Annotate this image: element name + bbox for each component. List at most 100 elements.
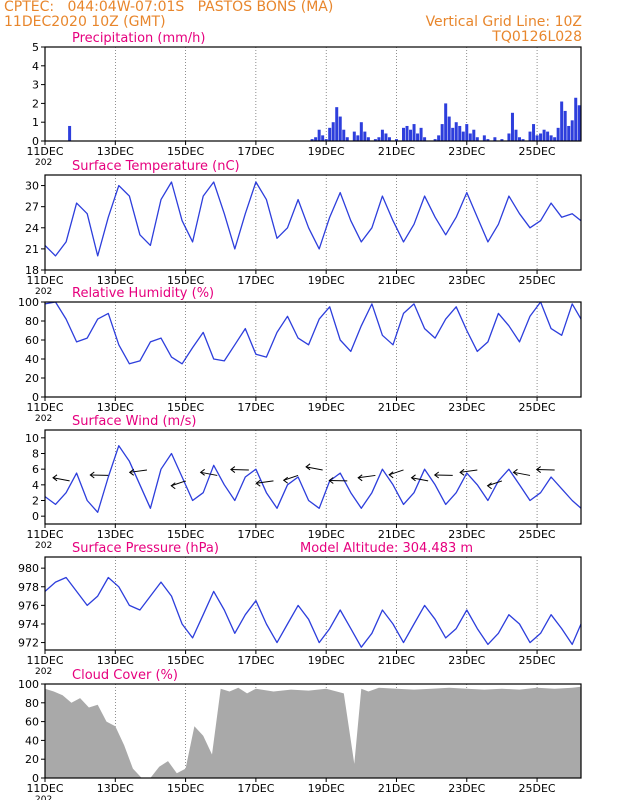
precip-bar: [384, 133, 388, 141]
wind-arrow-head: [128, 468, 135, 476]
precip-bar: [68, 125, 72, 141]
x-year-label: 202: [35, 158, 52, 168]
precip-bar: [514, 129, 518, 141]
precip-bar: [468, 133, 472, 141]
precip-bar: [338, 116, 342, 141]
y-tick-label: 3: [32, 79, 39, 92]
precip-bar: [433, 139, 437, 141]
precipitation-frame: [44, 46, 582, 142]
precip-bar: [451, 127, 455, 141]
precip-bar: [409, 129, 413, 141]
wind-panel: 0 2 4 6 8 10 11DEC 13DEC 15DEC 17DEC 19DEC 21DEC 23D…: [25, 414, 582, 551]
y-tick-label: 978: [18, 581, 39, 594]
precip-bar: [528, 131, 532, 141]
precip-bar: [542, 129, 546, 141]
x-tick-label: 19DEC: [308, 654, 345, 667]
precip-bar: [563, 110, 567, 141]
y-tick-label: 0: [32, 135, 39, 148]
precipitation-data: [68, 97, 581, 141]
cloud-area: [45, 686, 581, 778]
y-tick-label: 976: [18, 599, 39, 612]
x-tick-label: 17DEC: [237, 401, 274, 414]
x-tick-label: 17DEC: [237, 782, 274, 795]
cloud_cover-data: [45, 686, 581, 778]
y-tick-label: 0: [32, 772, 39, 785]
x-tick-label: 23DEC: [448, 401, 485, 414]
precip-bar: [567, 125, 571, 141]
precip-bar: [380, 129, 384, 141]
precip-bar: [458, 125, 462, 141]
wind-arrow: [283, 474, 299, 481]
y-tick-label: 60: [25, 334, 39, 347]
precip-bar: [402, 127, 406, 141]
wind-arrow: [513, 471, 531, 476]
wind-arrow-head: [230, 466, 236, 473]
cloud_cover-panel: 0 20 40 60 80 100 11DEC 13DEC 15DEC 17DEC 19DEC 21D…: [18, 668, 582, 800]
x-tick-label: 21DEC: [378, 528, 415, 541]
wind-arrow: [200, 471, 218, 476]
y-tick-label: 6: [32, 463, 39, 476]
x-tick-label: 11DEC: [26, 401, 63, 414]
x-tick-label: 25DEC: [519, 782, 556, 795]
wind-arrow: [129, 469, 147, 473]
y-tick-label: 10: [25, 432, 39, 445]
x-tick-label: 21DEC: [378, 274, 415, 287]
precip-bar: [447, 116, 451, 141]
x-tick-label: 17DEC: [237, 654, 274, 667]
precip-bar: [486, 139, 490, 141]
wind-arrow: [305, 466, 323, 471]
wind-arrow-head: [410, 474, 416, 482]
pressure-frame: [44, 556, 582, 651]
x-tick-label: 23DEC: [448, 528, 485, 541]
temperature-frame: [44, 174, 582, 271]
x-tick-label: 13DEC: [97, 654, 134, 667]
humidity-title: Relative Humidity (%): [72, 286, 214, 301]
precip-bar: [521, 139, 525, 141]
pressure-data: [45, 576, 581, 648]
wind-arrow-head: [52, 474, 58, 482]
wind-line: [45, 445, 581, 513]
precipitation-panel: 0 1 2 3 4 5 11DEC 13DEC 15DEC 17DEC 19DEC 21DEC 23DE…: [26, 31, 582, 168]
x-tick-label: 11DEC: [26, 654, 63, 667]
precip-bar: [532, 124, 536, 141]
pressure-panel: 972 974 976 978 980 11DEC 13DEC 15DEC 17DEC 19DEC…: [18, 541, 582, 677]
y-tick-label: 20: [25, 753, 39, 766]
y-tick-label: 4: [32, 479, 39, 492]
temperature-line: [45, 181, 581, 257]
x-year-label: 202: [35, 541, 52, 551]
x-tick-label: 25DEC: [519, 145, 556, 158]
x-tick-label: 15DEC: [167, 528, 204, 541]
x-tick-label: 23DEC: [448, 145, 485, 158]
x-tick-label: 13DEC: [97, 145, 134, 158]
cloud_cover-frame: [44, 683, 582, 779]
x-tick-label: 13DEC: [97, 274, 134, 287]
precip-bar: [363, 131, 367, 141]
x-tick-label: 23DEC: [448, 274, 485, 287]
x-tick-label: 21DEC: [378, 401, 415, 414]
y-tick-label: 27: [25, 201, 39, 214]
x-tick-label: 15DEC: [167, 274, 204, 287]
wind-data: [45, 445, 581, 513]
precip-bar: [405, 125, 409, 141]
x-tick-label: 17DEC: [237, 528, 274, 541]
pressure-title: Surface Pressure (hPa): [72, 541, 219, 556]
y-tick-label: 2: [32, 97, 39, 110]
precip-bar: [412, 124, 416, 141]
wind-frame: [44, 429, 582, 525]
x-tick-label: 11DEC: [26, 145, 63, 158]
precip-bar: [356, 135, 360, 141]
precip-bar: [317, 129, 321, 141]
precip-bar: [377, 137, 381, 141]
x-tick-label: 21DEC: [378, 145, 415, 158]
y-tick-label: 40: [25, 734, 39, 747]
y-tick-label: 974: [18, 618, 39, 631]
humidity-frame: [44, 301, 582, 398]
vertical-grid-note: Vertical Grid Line: 10Z: [425, 14, 582, 30]
precip-bar: [482, 135, 486, 141]
y-tick-label: 80: [25, 315, 39, 328]
y-tick-label: 20: [25, 372, 39, 385]
wind-arrow-head: [433, 471, 440, 479]
precip-bar: [444, 103, 448, 141]
pressure-subtitle: Model Altitude: 304.483 m: [300, 541, 473, 556]
